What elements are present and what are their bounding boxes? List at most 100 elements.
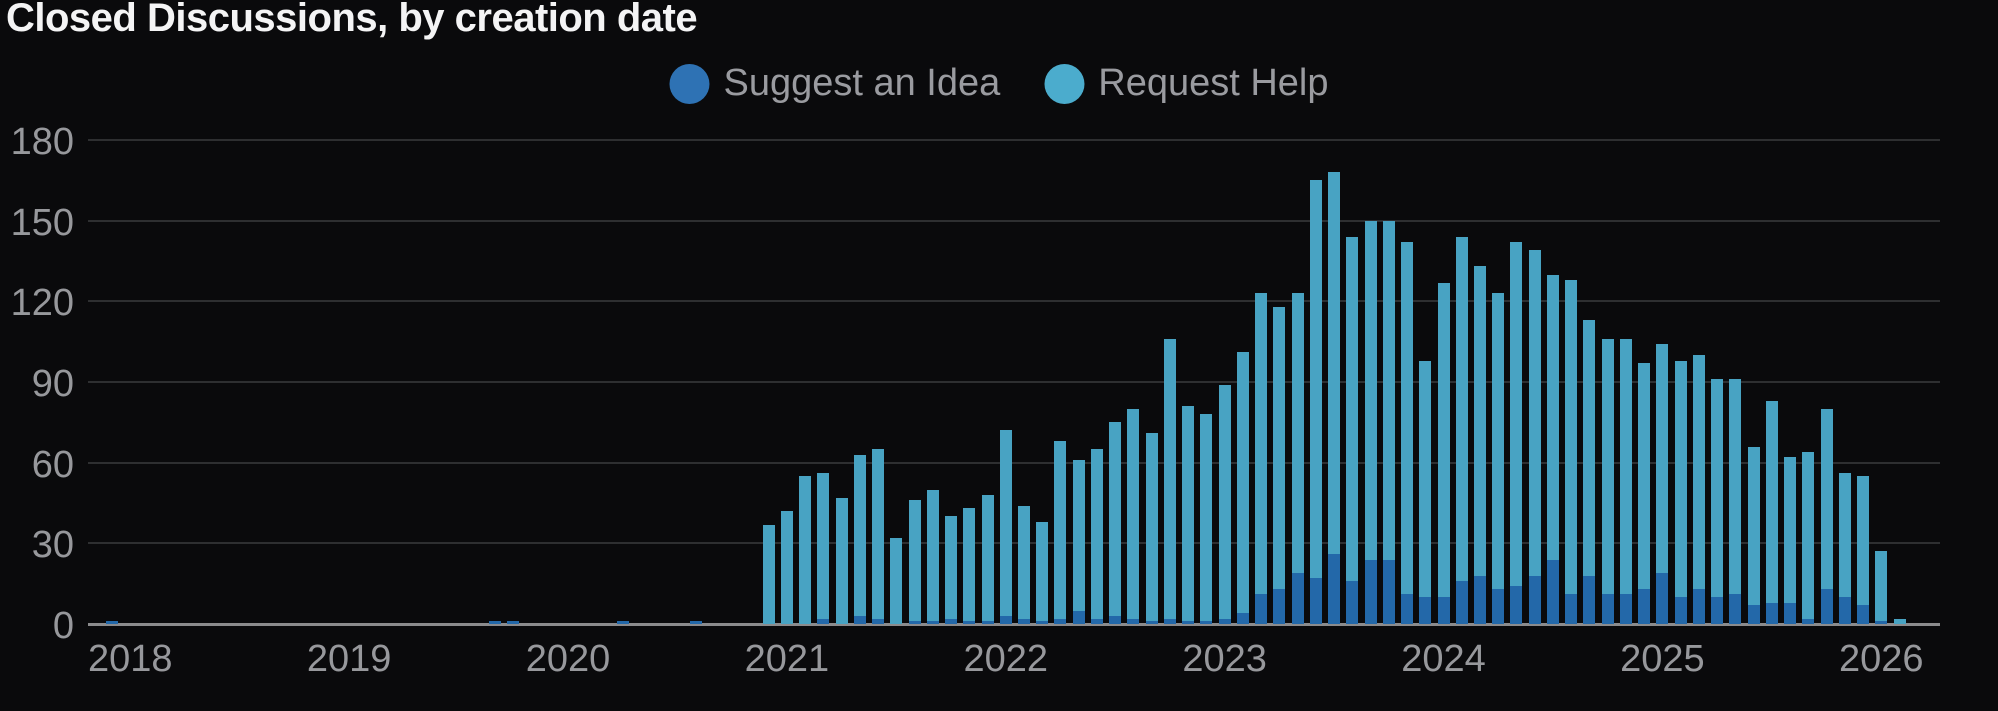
bar-2023-03[interactable] <box>1255 293 1268 624</box>
bar-2024-02[interactable] <box>1455 236 1468 624</box>
bar-segment-suggest-an-idea <box>1419 597 1432 624</box>
bar-segment-request-help <box>835 497 848 624</box>
bar-2023-11[interactable] <box>1401 242 1414 624</box>
bar-2026-02[interactable] <box>1893 618 1906 624</box>
bar-2022-02[interactable] <box>1018 505 1030 624</box>
bar-2025-01[interactable] <box>1656 344 1669 624</box>
bar-segment-suggest-an-idea <box>1528 575 1541 624</box>
bar-2024-09[interactable] <box>1583 320 1596 624</box>
bar-2025-07[interactable] <box>1765 400 1778 624</box>
bar-2022-06[interactable] <box>1090 449 1103 624</box>
bar-2024-12[interactable] <box>1638 363 1651 624</box>
bar-segment-request-help <box>1182 406 1195 622</box>
bar-2025-12[interactable] <box>1857 476 1870 624</box>
bar-segment-request-help <box>926 489 939 622</box>
bar-2024-04[interactable] <box>1492 293 1505 624</box>
bar-2022-09[interactable] <box>1145 433 1158 624</box>
bar-2023-12[interactable] <box>1419 360 1432 624</box>
bar-segment-request-help <box>1674 360 1687 598</box>
bar-segment-request-help <box>1510 242 1523 587</box>
bar-segment-suggest-an-idea <box>1455 581 1468 624</box>
bar-2025-05[interactable] <box>1729 379 1742 624</box>
bar-2020-08[interactable] <box>689 621 702 624</box>
bar-2024-11[interactable] <box>1619 338 1632 624</box>
bar-2025-10[interactable] <box>1820 408 1833 624</box>
bar-2025-06[interactable] <box>1747 446 1760 624</box>
bar-2023-10[interactable] <box>1382 220 1395 624</box>
bar-segment-suggest-an-idea <box>1546 559 1559 624</box>
legend-item-suggest-an-idea[interactable]: Suggest an Idea <box>669 62 1000 105</box>
bar-2022-10[interactable] <box>1163 338 1176 624</box>
bar-2021-02[interactable] <box>799 476 812 624</box>
legend-item-request-help[interactable]: Request Help <box>1044 62 1329 105</box>
bar-2024-01[interactable] <box>1437 282 1450 624</box>
bar-2021-11[interactable] <box>963 508 976 624</box>
bar-2024-05[interactable] <box>1510 242 1523 624</box>
x-tick-label: 2024 <box>1401 638 1486 680</box>
bar-2021-07[interactable] <box>890 538 903 624</box>
bar-2024-07[interactable] <box>1546 274 1559 624</box>
bar-2022-04[interactable] <box>1054 441 1067 624</box>
bar-segment-suggest-an-idea <box>1255 594 1268 624</box>
bar-2024-10[interactable] <box>1601 338 1614 624</box>
legend-label: Request Help <box>1098 62 1329 104</box>
bar-2022-03[interactable] <box>1036 521 1049 624</box>
bar-segment-request-help <box>981 494 994 622</box>
bar-2021-10[interactable] <box>945 516 958 624</box>
bar-segment-request-help <box>1273 306 1286 589</box>
bar-2024-06[interactable] <box>1528 250 1541 624</box>
bar-segment-suggest-an-idea <box>1838 597 1851 624</box>
bar-2020-12[interactable] <box>762 524 775 624</box>
bar-2024-08[interactable] <box>1565 279 1578 624</box>
bar-2025-03[interactable] <box>1692 355 1705 624</box>
bar-2019-10[interactable] <box>507 621 520 624</box>
bar-2023-09[interactable] <box>1364 220 1377 624</box>
bar-2017-12[interactable] <box>106 621 118 624</box>
bar-2019-09[interactable] <box>489 621 502 624</box>
bar-2022-12[interactable] <box>1200 414 1213 624</box>
bar-segment-suggest-an-idea <box>1638 589 1651 624</box>
bar-segment-request-help <box>762 524 775 624</box>
bar-2025-09[interactable] <box>1802 451 1815 624</box>
bar-2022-11[interactable] <box>1182 406 1195 624</box>
bar-segment-suggest-an-idea <box>908 621 921 624</box>
y-tick-label: 30 <box>31 524 74 567</box>
bar-2021-06[interactable] <box>872 449 885 624</box>
bar-2023-04[interactable] <box>1273 306 1286 624</box>
bar-2023-01[interactable] <box>1218 384 1231 624</box>
x-tick-label: 2018 <box>87 638 173 680</box>
bar-2023-05[interactable] <box>1291 293 1304 624</box>
bar-2021-04[interactable] <box>835 497 848 624</box>
bar-segment-suggest-an-idea <box>1492 589 1505 624</box>
bar-segment-suggest-an-idea <box>1784 602 1797 624</box>
bar-2024-03[interactable] <box>1474 266 1486 624</box>
bar-2021-08[interactable] <box>908 500 921 624</box>
bar-2021-12[interactable] <box>981 494 994 624</box>
bar-2025-11[interactable] <box>1838 473 1851 624</box>
bar-2021-09[interactable] <box>926 489 939 624</box>
x-tick-label: 2025 <box>1620 638 1705 680</box>
bar-2023-07[interactable] <box>1328 172 1341 624</box>
bar-segment-suggest-an-idea <box>507 621 520 624</box>
bar-2021-03[interactable] <box>817 473 830 624</box>
bar-2021-05[interactable] <box>853 454 866 624</box>
bar-segment-request-help <box>1255 293 1268 595</box>
bar-segment-request-help <box>890 538 903 624</box>
bar-2022-08[interactable] <box>1127 408 1140 624</box>
bar-2022-05[interactable] <box>1072 460 1085 624</box>
bar-2021-01[interactable] <box>780 511 793 624</box>
bar-2025-08[interactable] <box>1784 457 1797 624</box>
bar-2023-06[interactable] <box>1309 180 1322 624</box>
x-tick-label: 2021 <box>744 638 830 680</box>
bar-2026-01[interactable] <box>1875 551 1888 624</box>
bar-2025-02[interactable] <box>1674 360 1687 624</box>
bar-2020-04[interactable] <box>616 621 629 624</box>
bar-2022-01[interactable] <box>999 430 1012 624</box>
bar-2022-07[interactable] <box>1109 422 1122 624</box>
bar-2025-04[interactable] <box>1711 379 1724 624</box>
bar-2023-02[interactable] <box>1236 352 1249 624</box>
y-tick-label: 0 <box>52 605 74 647</box>
bar-segment-suggest-an-idea <box>1163 618 1176 624</box>
bar-2023-08[interactable] <box>1346 236 1359 624</box>
bar-segment-request-help <box>1546 274 1559 560</box>
